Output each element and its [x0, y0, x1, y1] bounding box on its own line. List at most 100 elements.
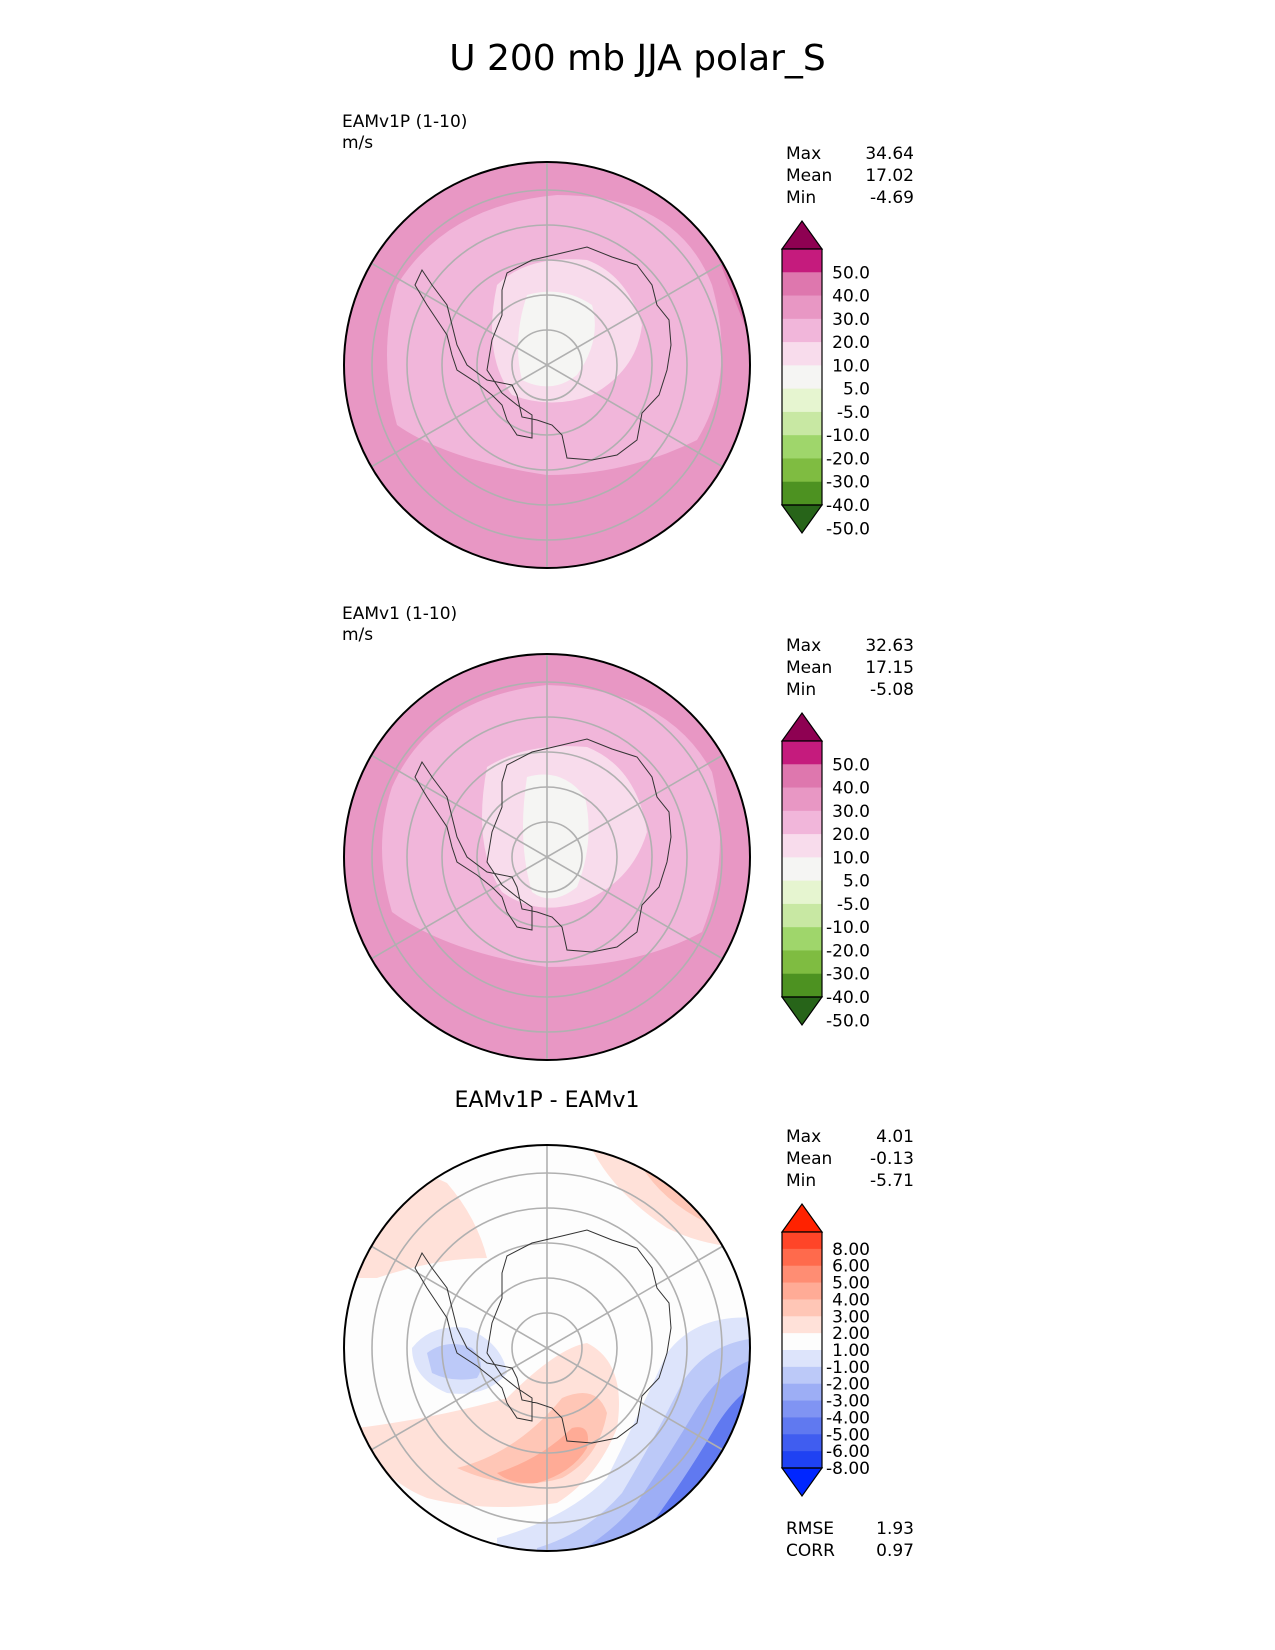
colorbar-tick-label: 5.00 — [832, 1274, 870, 1294]
colorbar-frame — [781, 248, 823, 506]
colorbar: 50.0 40.0 30.0 20.0 10.0 5.0 -5.0 -10.0 -20.0 -30… — [780, 219, 870, 539]
metrics-box: RMSE 1.93 CORR 0.97 — [786, 1518, 914, 1562]
stat-name: Max — [786, 636, 822, 656]
stat-name: Min — [786, 1171, 817, 1191]
colorbar-tick-label: -50.0 — [826, 519, 870, 539]
colorbar-segment — [782, 365, 822, 390]
colorbar-segment — [782, 272, 822, 297]
colorbar-tick-label: 50.0 — [832, 263, 870, 283]
colorbar-tick-label: 40.0 — [832, 779, 870, 799]
colorbar-segment — [782, 1265, 822, 1284]
stat-value: -0.13 — [870, 1149, 914, 1169]
colorbar-segment — [782, 1434, 822, 1452]
metric-name: RMSE — [786, 1519, 835, 1539]
colorbar-segment — [782, 950, 822, 975]
colorbar-segment — [782, 1451, 822, 1469]
colorbar-tick-label: -2.00 — [826, 1375, 870, 1395]
colorbar-segment — [782, 903, 822, 928]
stats-box: Max 34.64 Mean 17.02 Min -4.69 — [786, 143, 914, 209]
stat-value: 4.01 — [876, 1127, 914, 1147]
colorbar-segment — [782, 741, 822, 765]
graticule — [370, 162, 724, 568]
colorbar-extend-max — [780, 219, 824, 250]
colorbar-tick-label: 1.00 — [832, 1341, 870, 1361]
colorbar-tick-label: -20.0 — [826, 941, 870, 961]
stat-value: -4.69 — [870, 188, 914, 208]
colorbar-tick-label: -30.0 — [826, 473, 870, 493]
graticule — [370, 654, 724, 1060]
stat-name: Min — [786, 680, 817, 700]
colorbar-tick-label: 3.00 — [832, 1307, 870, 1327]
colorbar-segment — [782, 1316, 822, 1334]
colorbar-segment — [782, 1383, 822, 1402]
colorbar-tick-label: 20.0 — [832, 825, 870, 845]
stat-name: Mean — [786, 658, 833, 678]
colorbar-tick-label: 8.00 — [832, 1240, 870, 1260]
stat-name: Mean — [786, 1149, 833, 1169]
stats-box: Max 4.01 Mean -0.13 Min -5.71 — [786, 1126, 914, 1192]
map-boundary — [343, 653, 751, 1061]
colorbar-segment — [782, 857, 822, 882]
colorbar-segment — [782, 1417, 822, 1435]
colorbar-tick-label: 5.0 — [843, 380, 870, 400]
colorbar-tick-label: -5.00 — [826, 1425, 870, 1445]
colorbar-segment — [782, 411, 822, 436]
colorbar-extend-min — [780, 996, 824, 1027]
colorbar-tick-label: 20.0 — [832, 333, 870, 353]
colorbar-tick-label: -3.00 — [826, 1392, 870, 1412]
colorbar-tick-label: -8.00 — [826, 1459, 870, 1479]
colorbar-tick-label: -5.0 — [837, 403, 870, 423]
colorbar-segment — [782, 342, 822, 366]
map-boundary — [343, 1144, 751, 1552]
model-name: EAMv1P (1-10) — [342, 112, 468, 132]
colorbar-tick-label: -10.0 — [826, 426, 870, 446]
colorbar-segment — [782, 810, 822, 835]
map-boundary — [343, 161, 751, 569]
metric-value: 0.97 — [876, 1541, 914, 1561]
stat-value: 17.15 — [865, 658, 914, 678]
colorbar-segment — [782, 927, 822, 951]
polar-map — [343, 161, 751, 569]
panel-label: EAMv1P (1-10) m/s — [342, 112, 467, 154]
colorbar-segment — [782, 435, 822, 459]
colorbar-segment — [782, 834, 822, 858]
colorbar-tick-label: 30.0 — [832, 802, 870, 822]
colorbar-tick-label: -6.00 — [826, 1442, 870, 1462]
metric-value: 1.93 — [876, 1519, 914, 1539]
colorbar-frame — [781, 740, 823, 998]
colorbar-tick-label: -10.0 — [826, 918, 870, 938]
colorbar-tick-label: -40.0 — [826, 988, 870, 1008]
colorbar-segment — [782, 1400, 822, 1418]
colorbar-segment — [782, 1282, 822, 1300]
colorbar-tick-label: 40.0 — [832, 287, 870, 307]
colorbar-tick-label: 4.00 — [832, 1290, 870, 1310]
colorbar-tick-label: -5.0 — [837, 895, 870, 915]
colorbar-tick-label: 10.0 — [832, 848, 870, 868]
figure-title: U 200 mb JJA polar_S — [449, 38, 826, 79]
contour-band-core — [523, 774, 589, 899]
colorbar-segment — [782, 1350, 822, 1368]
colorbar-tick-label: 30.0 — [832, 310, 870, 330]
panel-label: EAMv1 (1-10) m/s — [342, 604, 457, 646]
colorbar-segment — [782, 787, 822, 812]
diff-title: EAMv1P - EAMv1 — [454, 1088, 640, 1113]
colorbar-extend-max — [780, 711, 824, 742]
colorbar-tick-label: -20.0 — [826, 449, 870, 469]
colorbar-segment — [782, 1232, 822, 1250]
antarctica-coastline — [414, 1229, 672, 1444]
contour-band-pos3 — [497, 1427, 588, 1484]
colorbar-segment — [782, 1299, 822, 1317]
polar-map — [343, 1144, 751, 1552]
colorbar-frame — [781, 1231, 823, 1469]
colorbar-segment — [782, 764, 822, 789]
stat-value: 34.64 — [865, 144, 914, 164]
colorbar-tick-label: -30.0 — [826, 965, 870, 985]
colorbar-segment — [782, 973, 822, 998]
polar-map — [343, 653, 751, 1061]
colorbar-segment — [782, 458, 822, 483]
colorbar-tick-label: 2.00 — [832, 1324, 870, 1344]
colorbar-segment — [782, 295, 822, 320]
stats-box: Max 32.63 Mean 17.15 Min -5.08 — [786, 635, 914, 701]
colorbar: 8.006.005.004.003.002.001.00-1.00-2.00-3… — [780, 1202, 870, 1498]
stat-name: Min — [786, 188, 817, 208]
